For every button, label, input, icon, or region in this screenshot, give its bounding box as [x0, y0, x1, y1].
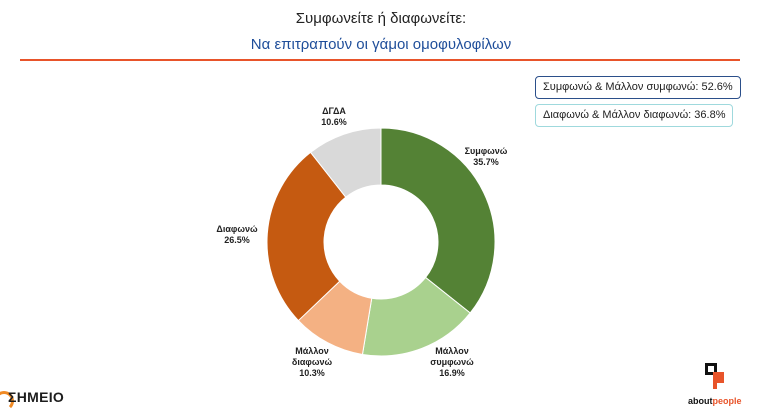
slice-label-1: Μάλλον συμφωνώ 16.9% [430, 346, 474, 378]
logo-swoosh-icon [0, 391, 14, 411]
slice-label-2: Μάλλον διαφωνώ 10.3% [292, 346, 333, 378]
aboutpeople-logo: aboutpeople [680, 363, 750, 413]
logo-accent-square-icon [713, 372, 724, 383]
aboutpeople-logo-text: aboutpeople [688, 396, 742, 406]
slice-3 [266, 151, 347, 322]
summary-disagree-box: Διαφωνώ & Μάλλον διαφωνώ: 36.8% [535, 104, 734, 127]
slice-label-0: Συμφωνώ 35.7% [465, 146, 508, 167]
chart-title: Συμφωνείτε ή διαφωνείτε: [295, 10, 467, 27]
logo-accent-tail-icon [713, 383, 717, 389]
slice-4 [309, 127, 382, 198]
donut-labels: Συμφωνώ 35.7% Μάλλον συμφωνώ 16.9% Μάλλον διαφ… [216, 106, 507, 378]
summary-agree-box: Συμφωνώ & Μάλλον συμφωνώ: 52.6% [535, 76, 741, 99]
simeio-logo: ΣΗΜΕΙΟ [0, 385, 90, 411]
slice-0 [380, 127, 496, 314]
simeio-logo-text: ΣΗΜΕΙΟ [8, 389, 65, 405]
slice-label-4: ΔΓΔΑ 10.6% [321, 106, 347, 127]
chart-subtitle: Να επιτραπούν οι γάμοι ομοφυλοφίλων [250, 36, 512, 53]
slice-label-3: Διαφωνώ 26.5% [216, 224, 258, 245]
donut-slices [266, 127, 496, 357]
title-divider [20, 59, 740, 61]
